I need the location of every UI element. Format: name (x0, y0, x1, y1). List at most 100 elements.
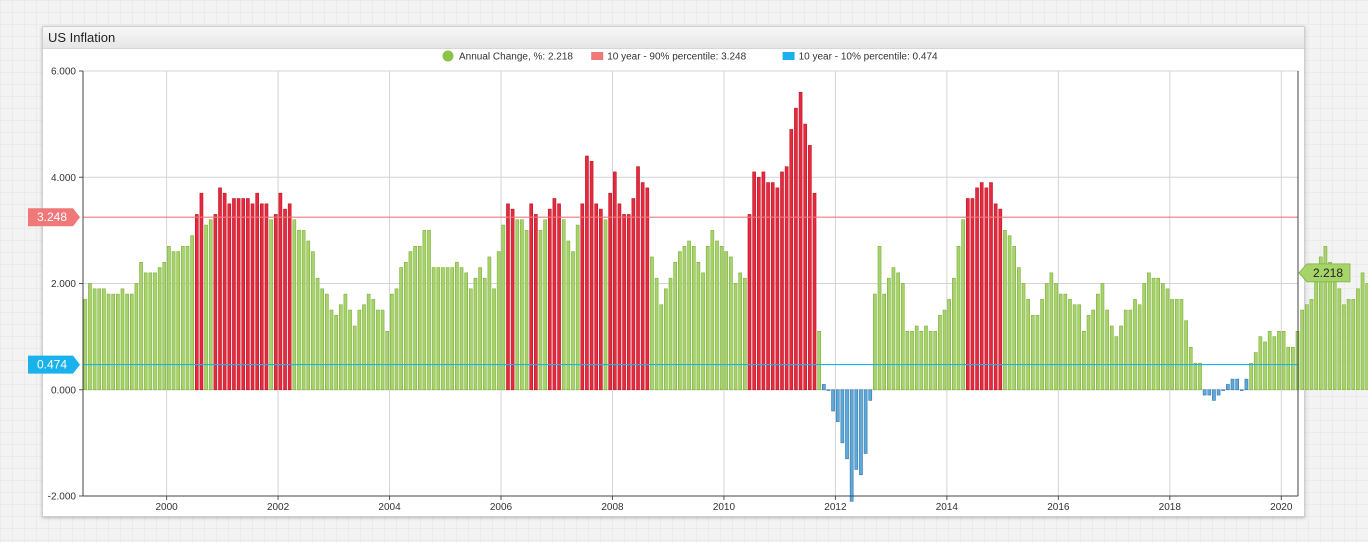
bar (297, 230, 301, 391)
bar (724, 251, 729, 391)
bar-above-90th (506, 203, 510, 391)
bar (320, 288, 325, 391)
threshold-lines (83, 216, 1298, 366)
bar (134, 283, 139, 391)
bar (896, 272, 900, 391)
bar (1012, 246, 1017, 391)
bar-below-10th (1216, 389, 1221, 396)
bar-above-90th (608, 192, 612, 391)
bar (710, 230, 715, 391)
bar (1058, 293, 1063, 391)
bar (1184, 320, 1188, 391)
bar (417, 246, 422, 391)
bar-above-90th (529, 203, 534, 391)
bar (1356, 288, 1360, 391)
bar-above-90th (594, 203, 599, 391)
x-tick-label: 2002 (267, 502, 290, 513)
bar (427, 230, 431, 391)
bar-above-90th (640, 182, 645, 391)
bar (1021, 283, 1026, 391)
bar (153, 272, 157, 391)
legend-entry: 10 year - 90% percentile: 3.248 (607, 52, 746, 63)
bar (1040, 299, 1044, 391)
bar (873, 293, 877, 391)
legend-entry: 10 year - 10% percentile: 0.474 (799, 52, 938, 63)
bar-above-90th (993, 203, 998, 391)
legend-marker (782, 52, 795, 60)
bar (729, 256, 733, 391)
bar-below-10th (826, 389, 831, 391)
bar-above-90th (534, 214, 538, 391)
bar-above-90th (552, 198, 557, 391)
bar-above-90th (770, 182, 775, 391)
bar (413, 246, 417, 391)
y-tick-label: 2.000 (51, 279, 76, 290)
bar (1281, 331, 1286, 391)
bar (1109, 325, 1114, 391)
bar (441, 267, 445, 391)
bar (673, 261, 677, 391)
bar-above-90th (232, 198, 236, 391)
bar (1165, 288, 1170, 391)
bar (403, 261, 408, 391)
bar (385, 331, 390, 391)
bar (1123, 309, 1128, 391)
bar (1332, 272, 1337, 391)
bar (1054, 283, 1058, 391)
bar (306, 240, 311, 391)
bar-above-90th (599, 208, 603, 391)
bar (1105, 309, 1109, 391)
bar-below-10th (831, 389, 835, 412)
bar (1272, 336, 1277, 391)
bar (120, 288, 125, 391)
bar (733, 283, 738, 391)
value-labels: 3.248 0.474 2.218 (28, 208, 1351, 374)
bar (380, 309, 385, 391)
bar (1142, 283, 1147, 391)
bar (185, 246, 190, 391)
bar (1068, 299, 1072, 391)
bar (92, 288, 97, 391)
bar (877, 246, 882, 391)
bar (938, 315, 942, 391)
bar (1151, 277, 1156, 391)
bar (292, 219, 297, 391)
x-tick-label: 2018 (1159, 502, 1182, 513)
bar (129, 293, 134, 391)
bar-below-10th (1221, 389, 1226, 391)
bar (719, 246, 724, 391)
bar (1003, 230, 1007, 391)
bar-series (83, 91, 1368, 502)
bar-below-10th (868, 389, 873, 401)
bar-above-90th (241, 198, 246, 391)
bar-above-90th (283, 208, 287, 391)
bar (520, 219, 524, 391)
bar (1309, 299, 1314, 391)
bar-above-90th (798, 91, 803, 391)
bar (1360, 272, 1365, 391)
bar-below-10th (840, 389, 845, 444)
bar (654, 277, 659, 391)
bar (1077, 304, 1082, 391)
bar-above-90th (194, 214, 199, 391)
bar-above-90th (803, 123, 808, 391)
legend[interactable]: Annual Change, %: 2.218 10 year - 90% per… (442, 50, 939, 63)
bar (1267, 331, 1272, 391)
bar (1291, 346, 1295, 391)
bar (492, 288, 496, 391)
bar-above-90th (287, 203, 292, 391)
bar-above-90th (218, 187, 222, 391)
bar (947, 299, 952, 391)
bar (1147, 272, 1151, 391)
bar (455, 261, 459, 391)
bar (88, 283, 92, 391)
bar (394, 288, 399, 391)
bar (478, 267, 482, 391)
bar-above-90th (808, 145, 812, 391)
bar-above-90th (984, 187, 989, 391)
bar-below-10th (863, 389, 868, 454)
bar (362, 304, 366, 391)
bar (571, 251, 575, 391)
x-tick-label: 2004 (378, 502, 401, 513)
